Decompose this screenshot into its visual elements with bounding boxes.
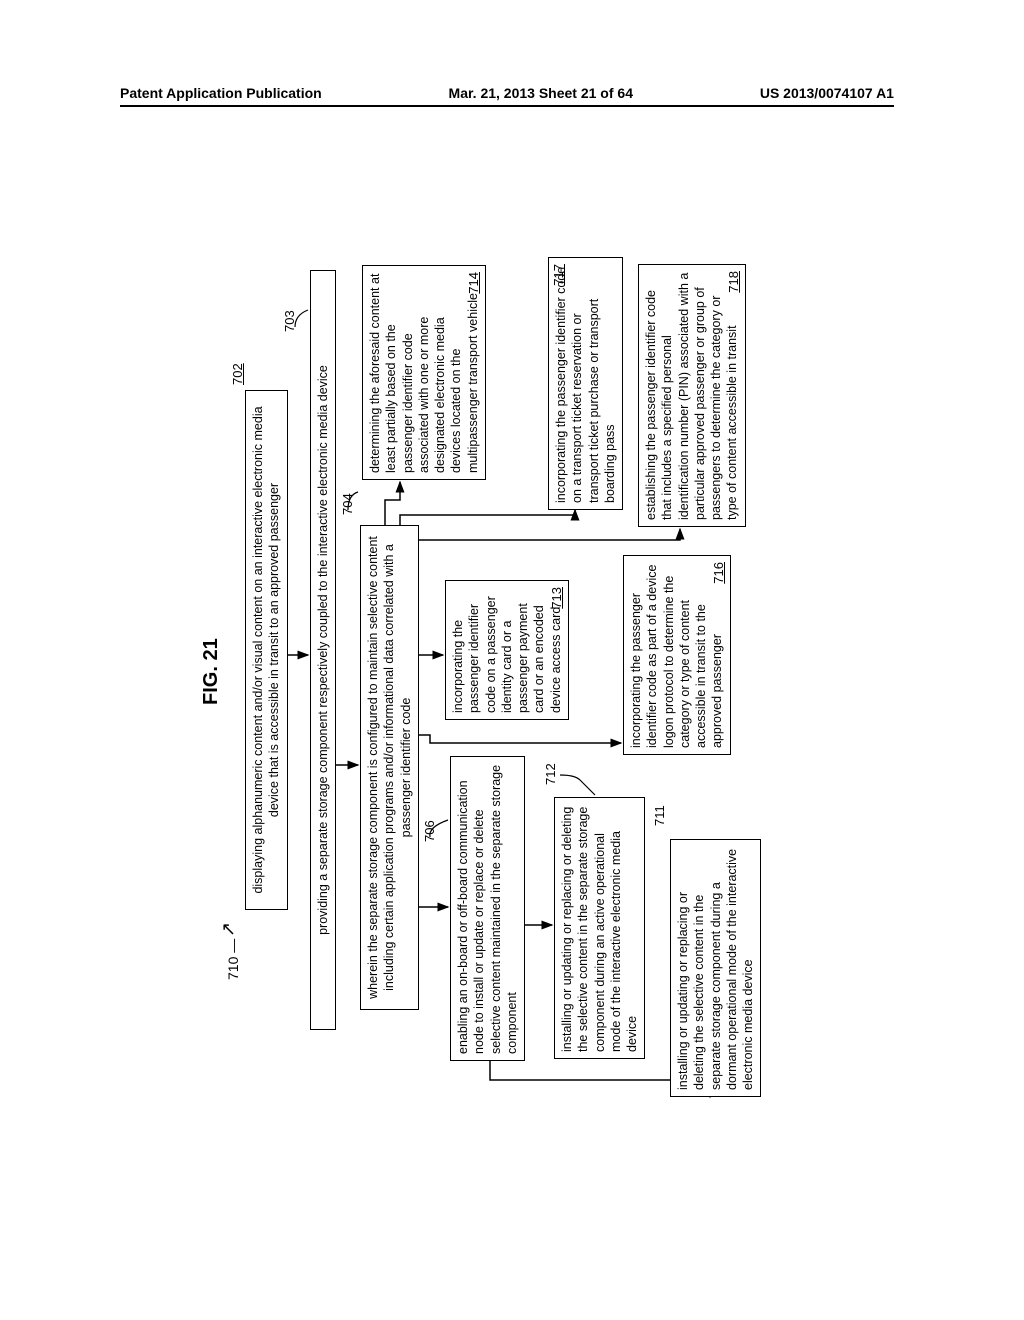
- box-716-text: incorporating the passenger identifier c…: [629, 565, 724, 748]
- box-713: incorporating the passenger identifier c…: [445, 580, 569, 720]
- box-716: incorporating the passenger identifier c…: [623, 555, 731, 755]
- ref-717: 717: [551, 264, 568, 286]
- ref-704: 704: [340, 493, 355, 515]
- diagram-container: FIG. 21 710 — ↗: [200, 175, 880, 1125]
- arrow-710-icon: ↗: [218, 922, 239, 937]
- box-706-text: enabling an on-board or off-board commun…: [456, 765, 519, 1054]
- box-711-text: installing or updating or replacing or d…: [676, 849, 755, 1090]
- header-left: Patent Application Publication: [120, 85, 322, 101]
- ref-711: 711: [652, 805, 667, 826]
- ref-712: 712: [543, 763, 558, 785]
- box-713-text: incorporating the passenger identifier c…: [451, 596, 563, 713]
- box-703-text: providing a separate storage component r…: [316, 365, 330, 935]
- ref-706: 706: [422, 820, 437, 842]
- box-717-text: incorporating the passenger identifier c…: [554, 267, 617, 503]
- box-706: enabling an on-board or off-board commun…: [450, 756, 525, 1061]
- ref-718: 718: [726, 271, 743, 293]
- box-703: providing a separate storage component r…: [310, 270, 336, 1030]
- ref-703: 703: [282, 310, 297, 332]
- ref-714: 714: [466, 272, 483, 294]
- box-718-text: establishing the passenger identifier co…: [644, 273, 739, 520]
- figure-title: FIG. 21: [200, 638, 223, 705]
- page-header: Patent Application Publication Mar. 21, …: [120, 85, 894, 107]
- diagram-rotated: FIG. 21 710 — ↗: [200, 175, 880, 1125]
- ref-713: 713: [549, 587, 566, 609]
- header-center: Mar. 21, 2013 Sheet 21 of 64: [449, 85, 633, 101]
- box-711: installing or updating or replacing or d…: [670, 839, 761, 1097]
- box-704-text: wherein the separate storage component i…: [366, 536, 413, 999]
- ref-702: 702: [230, 363, 245, 385]
- ref-716: 716: [711, 562, 728, 584]
- box-717: incorporating the passenger identifier c…: [548, 257, 623, 510]
- box-714: determining the aforesaid content at lea…: [362, 265, 486, 480]
- box-702-text: displaying alphanumeric content and/or v…: [251, 406, 281, 893]
- box-712-text: installing or updating or replacing or d…: [560, 807, 639, 1052]
- box-704: wherein the separate storage component i…: [360, 525, 419, 1010]
- box-712: installing or updating or replacing or d…: [554, 797, 645, 1059]
- box-718: establishing the passenger identifier co…: [638, 264, 746, 527]
- header-right: US 2013/0074107 A1: [760, 85, 894, 101]
- ref-710: 710 —: [225, 939, 241, 980]
- box-714-text: determining the aforesaid content at lea…: [368, 274, 480, 473]
- box-702: displaying alphanumeric content and/or v…: [245, 390, 288, 910]
